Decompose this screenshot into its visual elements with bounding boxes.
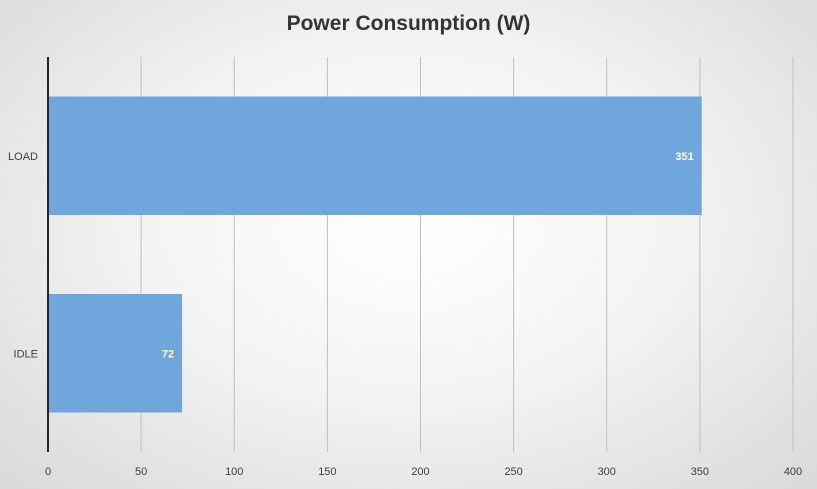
x-tick-label-50: 50: [135, 466, 147, 478]
x-tick-label-200: 200: [411, 466, 429, 478]
category-label-load: LOAD: [8, 151, 38, 163]
data-label-load: 351: [675, 151, 693, 163]
x-tick-label-250: 250: [504, 466, 522, 478]
x-tick-label-100: 100: [225, 466, 243, 478]
x-tick-label-350: 350: [691, 466, 709, 478]
data-label-idle: 72: [162, 348, 174, 360]
x-tick-label-400: 400: [784, 466, 802, 478]
bar-idle: [48, 294, 183, 413]
category-label-idle: IDLE: [14, 348, 38, 360]
bar-load: [48, 96, 702, 215]
x-tick-label-0: 0: [45, 466, 51, 478]
chart-title: Power Consumption (W): [286, 12, 531, 35]
x-tick-label-300: 300: [598, 466, 616, 478]
x-tick-label-150: 150: [318, 466, 336, 478]
